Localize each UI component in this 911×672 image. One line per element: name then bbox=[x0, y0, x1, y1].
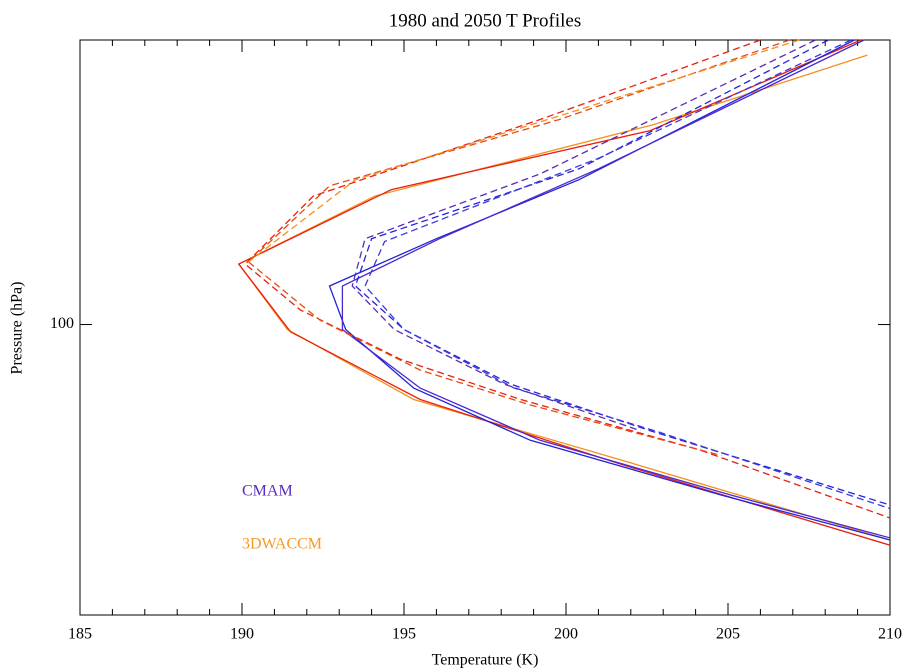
plot-frame bbox=[79, 39, 891, 616]
profile-line bbox=[328, 39, 891, 541]
x-tick-label: 205 bbox=[716, 626, 740, 643]
profile-line bbox=[247, 39, 790, 457]
profile-line bbox=[237, 39, 891, 546]
profile-line bbox=[341, 39, 891, 539]
x-axis-label: Temperature (K) bbox=[432, 652, 539, 669]
profile-line bbox=[248, 39, 800, 263]
x-tick-label: 210 bbox=[878, 626, 902, 643]
profile-line bbox=[364, 39, 891, 510]
y-axis-label: Pressure (hPa) bbox=[9, 282, 26, 375]
y-tick-label: 100 bbox=[50, 315, 74, 332]
profile-line bbox=[354, 39, 891, 506]
x-tick-label: 200 bbox=[554, 626, 578, 643]
x-tick-label: 190 bbox=[230, 626, 254, 643]
profile-line bbox=[237, 54, 891, 541]
profile-line bbox=[244, 39, 891, 519]
x-tick-label: 195 bbox=[392, 626, 416, 643]
annotation: 3DWACCM bbox=[242, 536, 322, 553]
profile-line bbox=[351, 39, 816, 432]
chart-title: 1980 and 2050 T Profiles bbox=[389, 10, 581, 31]
annotation: CMAM bbox=[242, 483, 293, 500]
x-tick-label: 185 bbox=[68, 626, 92, 643]
